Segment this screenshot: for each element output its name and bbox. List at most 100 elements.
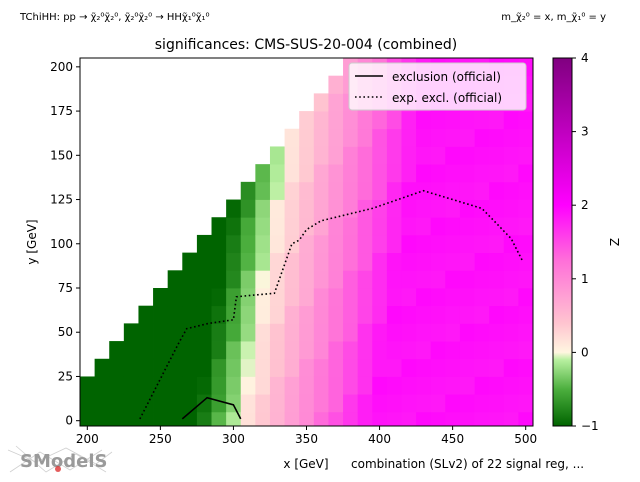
heatmap-cell [328, 199, 344, 218]
heatmap-cell [459, 411, 475, 426]
heatmap-cell [518, 270, 533, 289]
heatmap-cell [240, 270, 256, 289]
heatmap-cell [357, 411, 373, 426]
heatmap-cell [167, 270, 183, 289]
heatmap-cell [94, 358, 110, 377]
heatmap-cell [182, 305, 198, 324]
heatmap-cell [518, 164, 533, 183]
heatmap-cell [489, 234, 505, 254]
y-tick-label: 200 [50, 60, 73, 74]
heatmap-cell [328, 181, 344, 200]
heatmap-cell [357, 217, 373, 236]
legend: exclusion (official) exp. excl. (officia… [348, 62, 527, 111]
heatmap-cell [240, 305, 256, 324]
heatmap-cell [459, 394, 475, 413]
heatmap-cell [459, 376, 475, 395]
heatmap-cell [343, 128, 359, 147]
heatmap-cell [269, 394, 285, 413]
heatmap-cell [313, 323, 329, 342]
heatmap-cell [284, 217, 300, 236]
heatmap-cell [489, 270, 505, 289]
heatmap-cell [459, 199, 475, 218]
heatmap-cell [284, 181, 300, 200]
heatmap-cell [343, 234, 359, 254]
y-tick-label: 0 [65, 414, 73, 428]
heatmap-cell [416, 376, 432, 395]
heatmap-cell [313, 394, 329, 413]
heatmap-cell [313, 217, 329, 236]
heatmap-cell [153, 376, 169, 395]
chart-title: significances: CMS-SUS-20-004 (combined) [155, 37, 457, 53]
heatmap-cell [430, 270, 446, 289]
heatmap-cell [284, 323, 300, 342]
heatmap-cell [372, 323, 388, 342]
heatmap-cell [269, 199, 285, 218]
heatmap-cell [445, 358, 461, 377]
heatmap-cell [153, 288, 169, 307]
heatmap-cell [489, 199, 505, 218]
heatmap-cell [518, 341, 533, 360]
heatmap-cell [401, 358, 417, 377]
heatmap-cell [357, 128, 373, 147]
heatmap-cell [401, 199, 417, 218]
heatmap-cell [503, 394, 519, 413]
heatmap-cell [401, 252, 417, 271]
heatmap-cell [182, 394, 198, 413]
heatmap-cell [211, 270, 227, 289]
heatmap-cell [386, 181, 402, 200]
heatmap-cell [182, 323, 198, 342]
heatmap-cell [196, 288, 212, 307]
heatmap-cell [489, 252, 505, 271]
heatmap-cell [255, 252, 271, 271]
heatmap-cell [430, 234, 446, 254]
heatmap-cell [503, 111, 519, 130]
heatmap-cell [138, 305, 154, 324]
heatmap-cell [328, 323, 344, 342]
heatmap-cell [489, 394, 505, 413]
y-tick-label: 100 [50, 237, 73, 251]
heatmap-cell [299, 199, 315, 218]
heatmap-cell [284, 288, 300, 307]
heatmap-cell [226, 305, 242, 324]
colorbar-tick-label: 3 [581, 125, 589, 139]
heatmap-cell [109, 358, 125, 377]
heatmap-cell [284, 146, 300, 165]
heatmap-cell [343, 288, 359, 307]
heatmap-cell [196, 305, 212, 324]
x-tick-label: 400 [368, 432, 391, 446]
heatmap-cell [445, 164, 461, 183]
heatmap-cell [459, 217, 475, 236]
heatmap-cell [503, 323, 519, 342]
heatmap-cell [503, 358, 519, 377]
colorbar-tick-label: 1 [581, 272, 589, 286]
heatmap-cell [269, 234, 285, 254]
heatmap-cell [416, 323, 432, 342]
heatmap-cell [357, 323, 373, 342]
heatmap-cell [211, 252, 227, 271]
heatmap-cell [372, 270, 388, 289]
heatmap-cell [386, 111, 402, 130]
y-tick-label: 50 [58, 325, 73, 339]
heatmap-cell [240, 234, 256, 254]
heatmap-cell [269, 181, 285, 200]
heatmap-cell [328, 217, 344, 236]
heatmap-cell [211, 341, 227, 360]
heatmap-cell [386, 217, 402, 236]
heatmap-cell [313, 93, 329, 112]
heatmap-cell [240, 217, 256, 236]
heatmap-cell [416, 358, 432, 377]
heatmap-cell [430, 323, 446, 342]
heatmap-cell [284, 394, 300, 413]
y-tick-label: 150 [50, 148, 73, 162]
heatmap-cell [343, 305, 359, 324]
heatmap-cell [269, 252, 285, 271]
heatmap-cell [240, 199, 256, 218]
heatmap-cell [357, 199, 373, 218]
heatmap-cell [416, 217, 432, 236]
heatmap-cell [255, 181, 271, 200]
heatmap-cell [153, 394, 169, 413]
heatmap-cell [182, 252, 198, 271]
heatmap-cell [299, 394, 315, 413]
heatmap-cell [459, 128, 475, 147]
